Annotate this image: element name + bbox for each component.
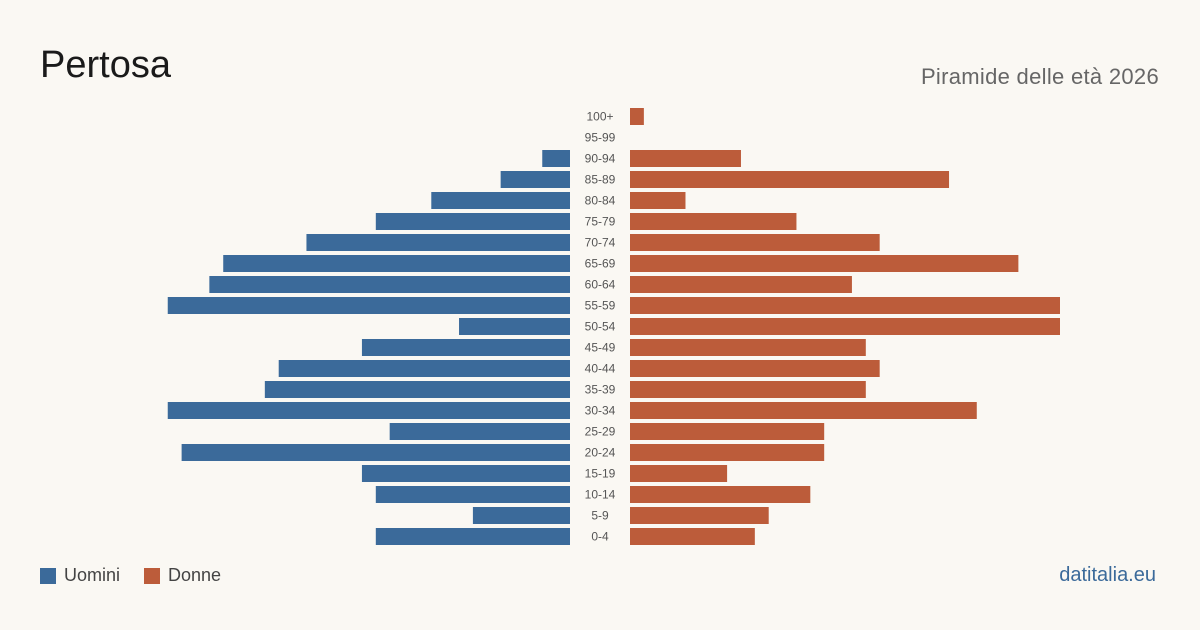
- age-label-35-39: 35-39: [585, 383, 616, 397]
- bar-men-75-79: [375, 213, 570, 230]
- bar-women-25-29: [630, 423, 825, 440]
- bar-women-70-74: [630, 234, 880, 251]
- age-label-55-59: 55-59: [585, 299, 616, 313]
- population-pyramid-chart: 100+ 95-99 90-94 85-89 80-84 75-79 70-74 65-69 6…: [167, 108, 1060, 545]
- age-label-70-74: 70-74: [585, 236, 616, 250]
- bar-women-20-24: [630, 444, 825, 461]
- bar-women-5-9: [630, 507, 769, 524]
- age-label-50-54: 50-54: [585, 320, 616, 334]
- bar-women-100+: [630, 108, 644, 125]
- age-label-15-19: 15-19: [585, 467, 616, 481]
- legend-item-men: Uomini: [40, 565, 120, 586]
- age-label-40-44: 40-44: [585, 362, 616, 376]
- bar-men-40-44: [278, 360, 570, 377]
- bar-men-60-64: [209, 276, 570, 293]
- age-label-25-29: 25-29: [585, 425, 616, 439]
- bar-men-10-14: [375, 486, 570, 503]
- bar-men-90-94: [542, 150, 570, 167]
- bar-women-35-39: [630, 381, 866, 398]
- bar-women-65-69: [630, 255, 1019, 272]
- bar-men-70-74: [306, 234, 570, 251]
- bar-women-80-84: [630, 192, 686, 209]
- bar-women-50-54: [630, 318, 1060, 335]
- legend-swatch-women: [144, 567, 161, 584]
- bar-women-90-94: [630, 150, 741, 167]
- bar-men-25-29: [389, 423, 570, 440]
- legend: Uomini Donne: [40, 565, 245, 586]
- bar-men-45-49: [361, 339, 570, 356]
- bar-women-85-89: [630, 171, 950, 188]
- bar-men-30-34: [167, 402, 570, 419]
- age-label-100+: 100+: [586, 110, 613, 124]
- age-label-80-84: 80-84: [585, 194, 616, 208]
- bar-women-55-59: [630, 297, 1060, 314]
- bar-men-15-19: [361, 465, 570, 482]
- age-label-10-14: 10-14: [585, 488, 616, 502]
- age-label-30-34: 30-34: [585, 404, 616, 418]
- age-label-85-89: 85-89: [585, 173, 616, 187]
- age-label-20-24: 20-24: [585, 446, 616, 460]
- age-label-95-99: 95-99: [585, 131, 616, 145]
- bar-men-5-9: [472, 507, 570, 524]
- bar-women-60-64: [630, 276, 852, 293]
- bar-men-20-24: [181, 444, 570, 461]
- age-label-65-69: 65-69: [585, 257, 616, 271]
- legend-label-women: Donne: [168, 565, 222, 585]
- bar-women-30-34: [630, 402, 977, 419]
- bar-men-85-89: [500, 171, 570, 188]
- bar-men-55-59: [167, 297, 570, 314]
- legend-swatch-men: [40, 567, 56, 584]
- bar-men-0-4: [375, 528, 570, 545]
- age-label-5-9: 5-9: [591, 509, 609, 523]
- age-label-75-79: 75-79: [585, 215, 616, 229]
- page-title: Pertosa: [40, 44, 171, 86]
- bar-women-45-49: [630, 339, 866, 356]
- legend-label-men: Uomini: [64, 565, 121, 585]
- age-label-0-4: 0-4: [591, 530, 609, 544]
- bar-men-50-54: [459, 318, 570, 335]
- age-label-90-94: 90-94: [585, 152, 616, 166]
- bar-men-80-84: [431, 192, 570, 209]
- bar-women-40-44: [630, 360, 880, 377]
- legend-item-women: Donne: [144, 565, 221, 586]
- chart-subtitle: Piramide delle età 2026: [920, 64, 1159, 89]
- age-label-45-49: 45-49: [585, 341, 616, 355]
- bar-men-65-69: [223, 255, 570, 272]
- bar-women-15-19: [630, 465, 728, 482]
- bar-women-0-4: [630, 528, 755, 545]
- brand-link[interactable]: datitalia.eu: [1059, 564, 1156, 586]
- age-label-60-64: 60-64: [585, 278, 616, 292]
- bar-men-35-39: [264, 381, 570, 398]
- bar-women-10-14: [630, 486, 811, 503]
- bar-women-75-79: [630, 213, 797, 230]
